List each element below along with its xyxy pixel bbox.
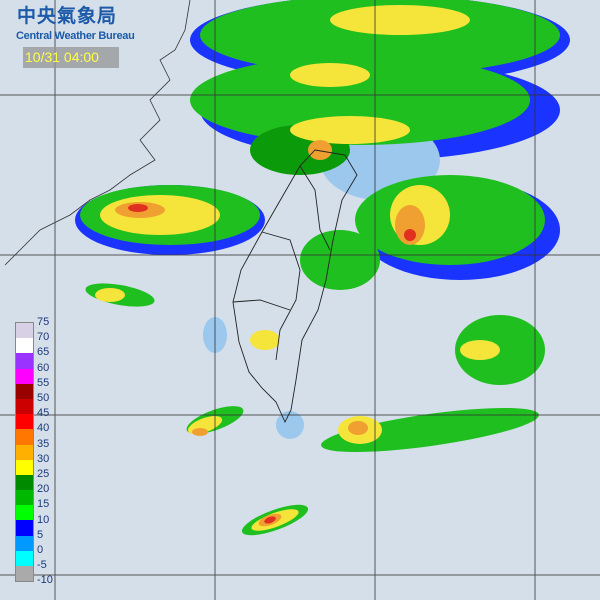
china-coast-outline: [4, 0, 191, 266]
legend-swatch: [16, 414, 33, 430]
legend-swatch: [16, 398, 33, 415]
echo-cell: [250, 330, 280, 350]
legend-swatch: [16, 338, 33, 354]
echo-cell: [200, 0, 560, 75]
agency-name-en: Central Weather Bureau: [16, 30, 135, 42]
legend-label: 75: [37, 316, 50, 328]
legend-color-bar: [15, 322, 34, 583]
echo-cell: [192, 428, 208, 436]
echo-cell: [300, 230, 380, 290]
legend-label: 10: [37, 513, 50, 526]
echo-cell: [264, 516, 276, 524]
legend-swatch: [16, 459, 33, 475]
legend-label: 35: [37, 437, 50, 450]
legend-label: 70: [37, 331, 50, 344]
echo-cell: [348, 421, 368, 435]
legend-swatch: [16, 550, 33, 566]
echo-cell: [321, 407, 539, 453]
legend-swatch: [16, 383, 33, 399]
legend-swatch: [16, 429, 33, 445]
legend-swatch: [16, 490, 33, 506]
legend-label: 40: [37, 422, 50, 435]
legend-swatch: [16, 566, 33, 582]
legend-label: 45: [37, 407, 50, 420]
echo-cell: [395, 205, 425, 245]
echo-cell: [95, 288, 125, 302]
legend-label: -10: [37, 574, 53, 587]
legend-label: 0: [37, 544, 44, 556]
legend-swatch: [16, 353, 33, 369]
echo-cell: [404, 229, 416, 241]
legend-swatch: [16, 368, 33, 384]
legend-swatch: [16, 505, 33, 521]
legend-label: 30: [37, 452, 50, 465]
echo-cell: [128, 204, 148, 212]
agency-name-zh: 中央氣象局: [17, 6, 118, 27]
legend-label: -5: [37, 559, 47, 572]
legend-swatch: [16, 323, 33, 339]
echo-cell: [290, 116, 410, 144]
echo-cell: [330, 5, 470, 35]
legend-label: 50: [37, 392, 50, 404]
timestamp: 10/31 04:00: [23, 47, 119, 68]
echo-cell: [290, 63, 370, 87]
legend-label: 15: [37, 498, 50, 511]
legend-label: 5: [37, 528, 44, 541]
radar-echoes: [75, 0, 570, 536]
legend-swatch: [16, 535, 33, 551]
legend-swatch: [16, 520, 33, 536]
echo-cell: [308, 140, 332, 160]
legend-swatch: [16, 474, 33, 491]
legend-label: 20: [37, 483, 50, 496]
legend-swatch: [16, 444, 33, 460]
echo-cell: [355, 175, 545, 265]
legend-label: 55: [37, 376, 50, 389]
legend-label: 65: [37, 346, 50, 359]
legend-label: 25: [37, 468, 50, 480]
legend-label: 60: [37, 361, 50, 374]
echo-cell: [190, 55, 530, 145]
echo-cell: [460, 340, 500, 360]
echo-cell: [100, 195, 220, 235]
taiwan-outline: [232, 149, 358, 424]
